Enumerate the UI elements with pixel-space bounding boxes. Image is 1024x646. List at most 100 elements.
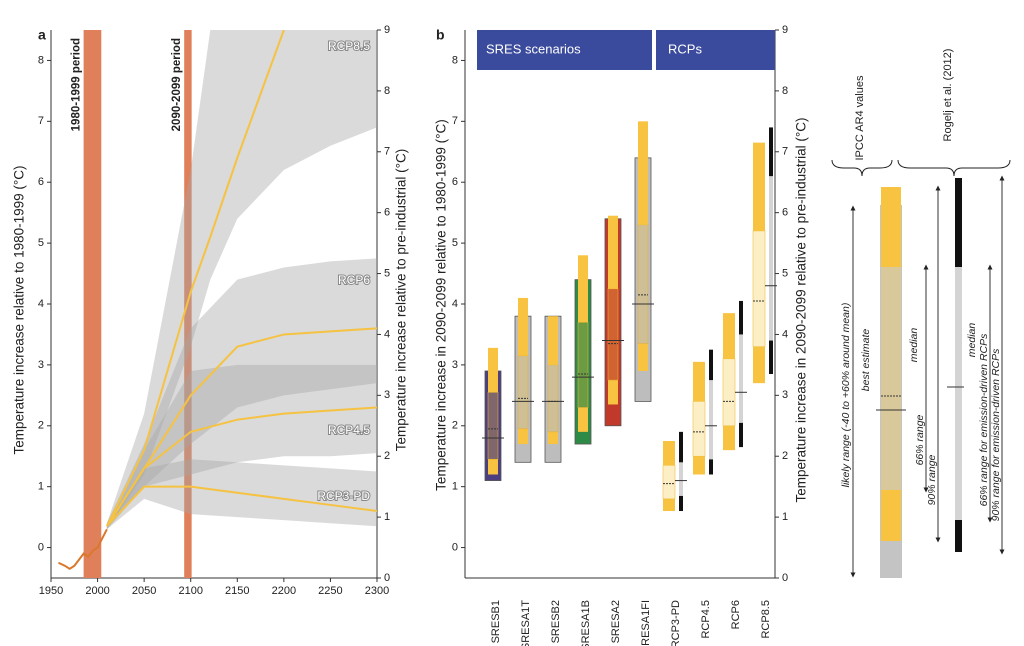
x-tick-label: SRESB2 [550, 600, 562, 643]
range-upper [578, 255, 588, 323]
y-tick-label: 0 [452, 541, 458, 553]
emission-inner [739, 334, 743, 423]
range-upper [638, 121, 648, 225]
x-tick-label: 2100 [178, 585, 202, 597]
emission-inner [769, 176, 773, 341]
range-inner [722, 358, 736, 427]
range-inner [662, 465, 676, 500]
y2-tick-label: 1 [782, 511, 788, 523]
key-label: likely range (-40 to +60% around mean) [840, 303, 852, 488]
range-upper [488, 347, 498, 393]
series-line [105, 30, 285, 527]
series-line [106, 406, 377, 527]
emission-upper [679, 431, 683, 463]
y-tick-label: 1 [452, 481, 458, 493]
y-tick-label: 4 [452, 298, 458, 310]
y-tick-label: 2 [38, 420, 44, 432]
range-inner [881, 267, 901, 490]
range-lower [881, 490, 901, 541]
series-line [58, 528, 108, 571]
period-band [83, 30, 102, 578]
series-label: RCP4.5 [328, 423, 370, 437]
range-upper [663, 441, 675, 466]
brace [897, 159, 1011, 177]
range-upper [518, 297, 528, 356]
emission-upper [709, 349, 713, 381]
emission-lower [769, 340, 773, 375]
y-tick-label: 2 [452, 420, 458, 432]
emission-inner [679, 462, 683, 496]
panel-label: b [436, 27, 445, 43]
x-tick-label: 2300 [365, 585, 389, 597]
x-tick-label: SRESA2 [610, 600, 622, 643]
y-tick-label: 5 [38, 237, 44, 249]
y2-tick-label: 3 [384, 389, 390, 401]
period-label: 1980-1999 period [71, 38, 83, 131]
x-tick-label: SRESA1T [520, 600, 532, 646]
y2-axis-title: Temperature increase in 2090-2099 relati… [794, 117, 809, 502]
y2-tick-label: 4 [384, 328, 390, 340]
range-upper [753, 142, 765, 231]
y2-tick-label: 0 [782, 572, 788, 584]
range-band [106, 364, 377, 530]
range-lower [663, 498, 675, 512]
y2-tick-label: 6 [384, 207, 390, 219]
range-upper [608, 215, 618, 289]
emission-upper [955, 178, 962, 267]
key-label: 90% range for emission-driven RCPs [990, 348, 1002, 521]
key-label: best estimate [860, 329, 872, 392]
y2-tick-label: 7 [782, 146, 788, 158]
emission-lower [679, 495, 683, 512]
emission-upper [769, 127, 773, 177]
range-upper [723, 313, 735, 359]
range-lower [548, 431, 558, 445]
emission-lower [709, 459, 713, 475]
y2-tick-label: 5 [384, 267, 390, 279]
range-lower [638, 343, 648, 371]
y2-tick-label: 4 [782, 328, 788, 340]
range-lower [723, 425, 735, 451]
key-panel: IPCC AR4 values Rogelj et al. (2012) lik… [831, 49, 1011, 578]
range-upper [693, 361, 705, 402]
y2-tick-label: 6 [782, 207, 788, 219]
range-band [106, 258, 377, 530]
y-axis-title: Temperature increase relative to 1980-19… [12, 165, 27, 454]
key-heading: IPCC AR4 values [854, 75, 866, 160]
emission-inner [709, 380, 713, 460]
series-label: RCP6 [338, 273, 370, 287]
x-tick-label: 2150 [225, 585, 249, 597]
key-label: 66% range for emission-driven RCPs [978, 333, 990, 506]
group-label: RCPs [668, 41, 702, 56]
key-label: 90% range [926, 454, 938, 505]
y-axis-title: Temperature increase in 2090-2099 relati… [434, 119, 449, 491]
y2-tick-label: 3 [782, 389, 788, 401]
x-tick-label: RCP3-PD [670, 600, 682, 646]
key-heading: Rogelj et al. (2012) [942, 49, 954, 142]
x-tick-label: 2200 [272, 585, 296, 597]
key-label: median [908, 328, 920, 363]
group-label: SRES scenarios [486, 41, 581, 56]
range-upper [881, 187, 901, 267]
y2-tick-label: 7 [384, 146, 390, 158]
range-band [106, 30, 377, 530]
range-inner [637, 224, 649, 344]
y2-tick-label: 2 [782, 450, 788, 462]
y-tick-label: 0 [38, 541, 44, 553]
y-tick-label: 7 [38, 115, 44, 127]
emission-upper [739, 300, 743, 335]
range-upper [548, 316, 558, 365]
y2-tick-label: 0 [384, 572, 390, 584]
series-label: RCP3-PD [317, 489, 370, 503]
range-lower [693, 456, 705, 475]
x-tick-label: SRESB1 [490, 600, 502, 643]
emission-lower [739, 422, 743, 448]
range-inner [577, 321, 589, 408]
range-inner [547, 364, 559, 433]
y-tick-label: 1 [38, 481, 44, 493]
y-tick-label: 4 [38, 298, 44, 310]
range-inner [517, 355, 529, 430]
y-tick-label: 3 [452, 359, 458, 371]
range-lower [753, 346, 765, 384]
y2-tick-label: 8 [384, 85, 390, 97]
emission-inner [955, 267, 962, 520]
